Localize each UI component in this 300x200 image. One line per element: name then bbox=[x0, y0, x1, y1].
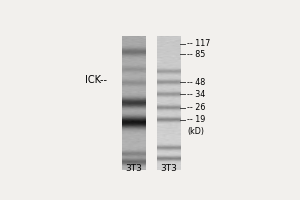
Text: -- 26: -- 26 bbox=[188, 103, 206, 112]
Text: (kD): (kD) bbox=[188, 127, 205, 136]
Text: -- 19: -- 19 bbox=[188, 115, 206, 124]
Text: 3T3: 3T3 bbox=[126, 164, 142, 173]
Text: 3T3: 3T3 bbox=[160, 164, 177, 173]
Text: -- 48: -- 48 bbox=[188, 78, 206, 87]
Text: -- 34: -- 34 bbox=[188, 90, 206, 99]
Text: -- 117: -- 117 bbox=[188, 39, 211, 48]
Text: -- 85: -- 85 bbox=[188, 50, 206, 59]
Text: ICK--: ICK-- bbox=[85, 75, 107, 85]
